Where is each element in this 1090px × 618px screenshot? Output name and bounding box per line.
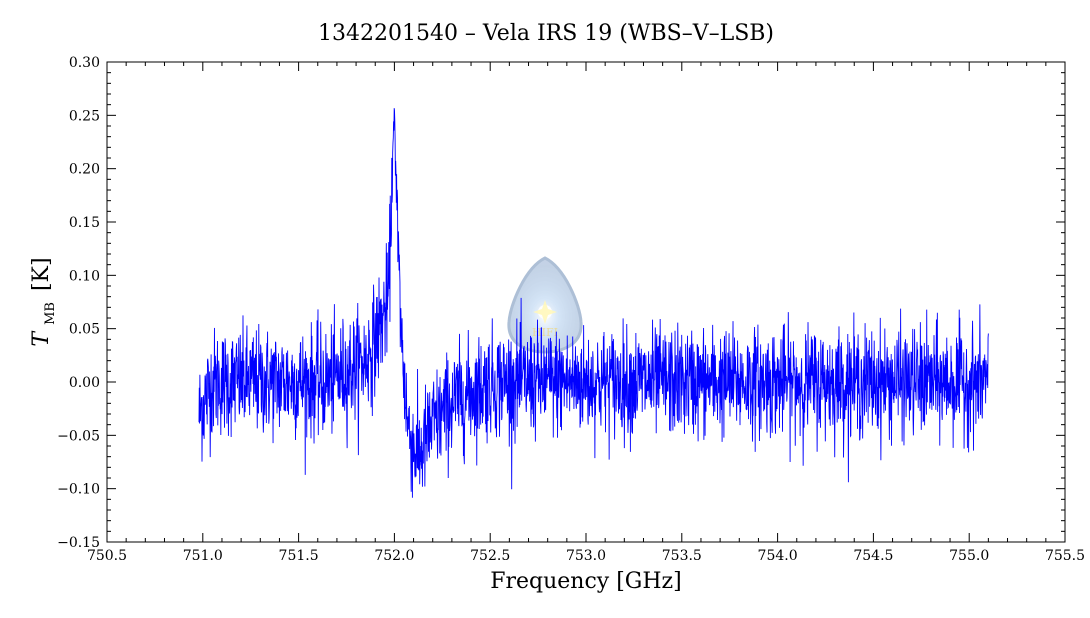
x-tick-label: 752.0	[374, 548, 414, 564]
x-tick-label: 752.5	[470, 548, 510, 564]
x-tick-label: 750.5	[87, 548, 127, 564]
y-tick-label: −0.05	[57, 428, 100, 444]
tick-layer: 750.5 751.0 751.5 752.0 752.5 753.0 753.5 754.0…	[57, 55, 1085, 564]
y-tick-label: 0.20	[69, 162, 100, 178]
spectrum-line	[198, 108, 989, 498]
y-axis-label-subscript: MB	[43, 302, 58, 325]
x-tick-label: 754.0	[758, 548, 798, 564]
plot-frame	[106, 61, 1066, 543]
y-axis-label-unit: [K]	[29, 257, 54, 291]
watermark-label: HIFI	[532, 326, 558, 339]
x-tick-label: 753.5	[662, 548, 702, 564]
x-tick-label: 751.0	[183, 548, 223, 564]
y-tick-label: 0.15	[69, 215, 100, 231]
y-tick-label: 0.10	[69, 268, 100, 284]
y-tick-label: −0.10	[57, 482, 100, 498]
x-tick-label: 754.5	[853, 548, 893, 564]
y-tick-label: 0.25	[69, 108, 100, 124]
y-tick-label: 0.00	[69, 375, 100, 391]
chart-title: 1342201540 – Vela IRS 19 (WBS–V–LSB)	[318, 21, 774, 46]
y-tick-label: 0.05	[69, 322, 100, 338]
x-tick-label: 751.5	[279, 548, 319, 564]
hifi-watermark-icon: HIFI	[507, 256, 583, 354]
svg-text:T MB [K]: T MB [K]	[29, 257, 60, 346]
series-layer	[198, 108, 989, 498]
x-tick-label: 755.5	[1045, 548, 1085, 564]
y-axis-label-main: T	[29, 330, 54, 347]
y-tick-label: 0.30	[69, 55, 100, 71]
x-tick-label: 753.0	[566, 548, 606, 564]
y-axis-label: T MB [K]	[29, 257, 60, 346]
y-tick-label: −0.15	[57, 535, 100, 551]
x-axis-label: Frequency [GHz]	[490, 569, 682, 594]
x-tick-label: 755.0	[949, 548, 989, 564]
